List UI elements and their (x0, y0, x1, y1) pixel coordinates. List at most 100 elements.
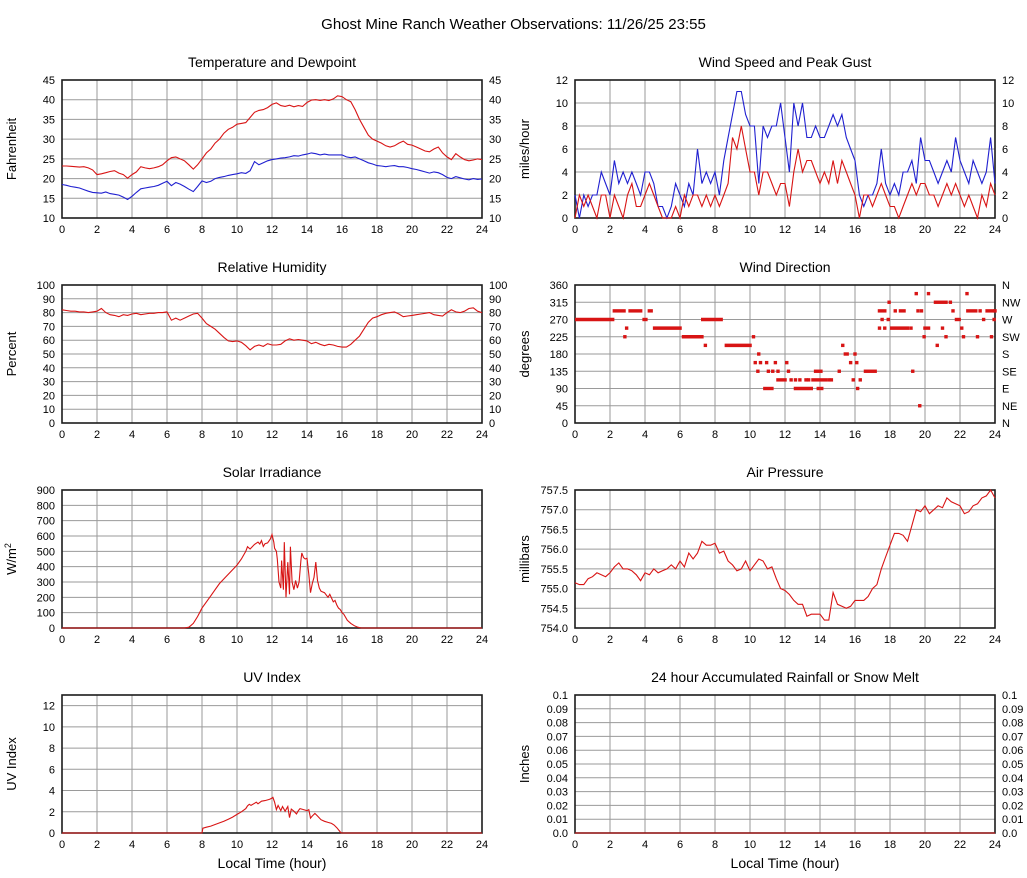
y-tick-label: 20 (43, 390, 55, 402)
x-tick-label: 14 (814, 224, 826, 236)
scatter-point (914, 291, 918, 296)
y-tick-label-right: E (1002, 384, 1009, 396)
scatter-point (909, 326, 913, 330)
x-tick-label: 16 (849, 429, 861, 441)
x-tick-label: 8 (199, 429, 205, 441)
scatter-point (978, 309, 982, 313)
scatter-point (851, 378, 855, 382)
scatter-point (829, 378, 834, 382)
chart-relative-humidity: Relative Humidity 0 2 4 6 8 10 12 14 16 18 20 22 24 0… (0, 255, 513, 460)
y-tick-label: 700 (37, 516, 55, 528)
x-tick-label: 0 (59, 224, 65, 236)
y-tick-label: 300 (37, 577, 55, 589)
y-tick-label: 10 (43, 722, 55, 734)
y-tick-label: 12 (43, 701, 55, 713)
y-tick-label: 0.08 (547, 718, 568, 730)
x-tick-label: 8 (199, 224, 205, 236)
plot-border (61, 79, 483, 219)
y-tick-label: 10 (43, 404, 55, 416)
x-tick-label: 12 (266, 224, 278, 236)
y-axis-label: miles/hour (517, 118, 532, 179)
y-tick-label-right: 0.03 (1002, 787, 1023, 799)
wind-speed-gust-plot: 0 2 4 6 8 10 12 14 16 18 20 22 24024681012024681012m… (517, 75, 1014, 236)
x-tick-label: 22 (441, 839, 453, 851)
x-tick-label: 16 (849, 224, 861, 236)
x-tick-label: 22 (441, 634, 453, 646)
y-tick-label: 600 (37, 531, 55, 543)
y-tick-label-right: N (1002, 418, 1010, 430)
y-tick-label: 0.05 (547, 759, 568, 771)
y-tick-label-right: 0.0 (1002, 828, 1017, 840)
y-tick-label: 360 (550, 280, 568, 292)
x-tick-label: 8 (712, 429, 718, 441)
y-tick-label: 90 (556, 384, 568, 396)
y-tick-label: 756.5 (540, 524, 568, 536)
x-tick-label: 20 (919, 634, 931, 646)
y-tick-label-right: N (1002, 280, 1010, 292)
x-tick-label: 6 (677, 634, 683, 646)
y-tick-label-right: 0.02 (1002, 800, 1023, 812)
x-axis-label: Local Time (hour) (730, 855, 840, 871)
chart-air-pressure: Air Pressure 0 2 4 6 8 10 12 14 16 18 20 22 24 754.0 7… (513, 460, 1027, 665)
y-tick-label: 135 (550, 366, 568, 378)
x-tick-label: 16 (336, 839, 348, 851)
series-temperature (62, 95, 483, 179)
chart-uv-index: UV Index 0 2 4 6 8 10 12 14 16 18 20 22 24 0 2 4 6 8 10 12 U… (0, 665, 513, 873)
y-tick-label: 8 (49, 743, 55, 755)
scatter-point (926, 291, 931, 296)
x-tick-label: 22 (441, 429, 453, 441)
x-tick-label: 0 (572, 839, 578, 851)
y-tick-label-right: 0.01 (1002, 814, 1023, 826)
y-tick-label: 12 (556, 75, 568, 87)
y-tick-label: 200 (37, 592, 55, 604)
scatter-point (855, 386, 860, 391)
y-tick-label-right: 6 (1002, 144, 1008, 156)
y-tick-label-right: 20 (489, 174, 501, 186)
y-tick-label: 800 (37, 500, 55, 512)
y-tick-label: 0 (562, 418, 568, 430)
y-tick-label: 0 (562, 213, 568, 225)
scatter-point (975, 335, 980, 339)
x-tick-label: 24 (989, 429, 1001, 441)
x-tick-label: 14 (301, 429, 313, 441)
scatter-point (993, 309, 997, 313)
scatter-point (806, 378, 811, 382)
scatter-point (965, 291, 969, 296)
chart-title: Temperature and Dewpoint (187, 54, 357, 70)
y-tick-label: 10 (43, 213, 55, 225)
chart-title: Wind Direction (739, 259, 831, 275)
x-tick-label: 2 (607, 429, 613, 441)
x-tick-label: 16 (336, 224, 348, 236)
series-wind-speed (574, 125, 996, 221)
x-tick-label: 4 (129, 839, 135, 851)
x-tick-label: 18 (884, 839, 896, 851)
plot-border (61, 489, 483, 629)
x-tick-label: 6 (164, 429, 170, 441)
y-tick-label: 315 (550, 297, 568, 309)
x-tick-label: 0 (572, 224, 578, 236)
y-tick-label: 30 (43, 134, 55, 146)
y-tick-label: 754.0 (540, 623, 568, 635)
rainfall-plot: 0 2 4 6 8 10 12 14 16 18 20 22 240.00.010.020.030.04… (517, 690, 1023, 851)
x-tick-label: 2 (94, 839, 100, 851)
x-tick-label: 2 (94, 224, 100, 236)
y-axis-label: UV Index (4, 737, 19, 791)
y-tick-label: 0.09 (547, 704, 568, 716)
x-tick-label: 8 (712, 634, 718, 646)
x-tick-label: 6 (677, 429, 683, 441)
scatter-point (940, 326, 945, 330)
scatter-point (758, 360, 763, 365)
scatter-point (756, 369, 760, 373)
scatter-point (789, 378, 793, 382)
x-tick-label: 10 (231, 839, 243, 851)
y-tick-label: 100 (37, 608, 55, 620)
scatter-point (841, 343, 845, 348)
x-tick-label: 14 (814, 429, 826, 441)
y-tick-label: 90 (43, 294, 55, 306)
x-tick-label: 8 (712, 839, 718, 851)
x-tick-label: 24 (989, 839, 1001, 851)
y-tick-label-right: 0.09 (1002, 704, 1023, 716)
y-tick-label: 70 (43, 321, 55, 333)
y-tick-label-right: 0.1 (1002, 690, 1017, 702)
